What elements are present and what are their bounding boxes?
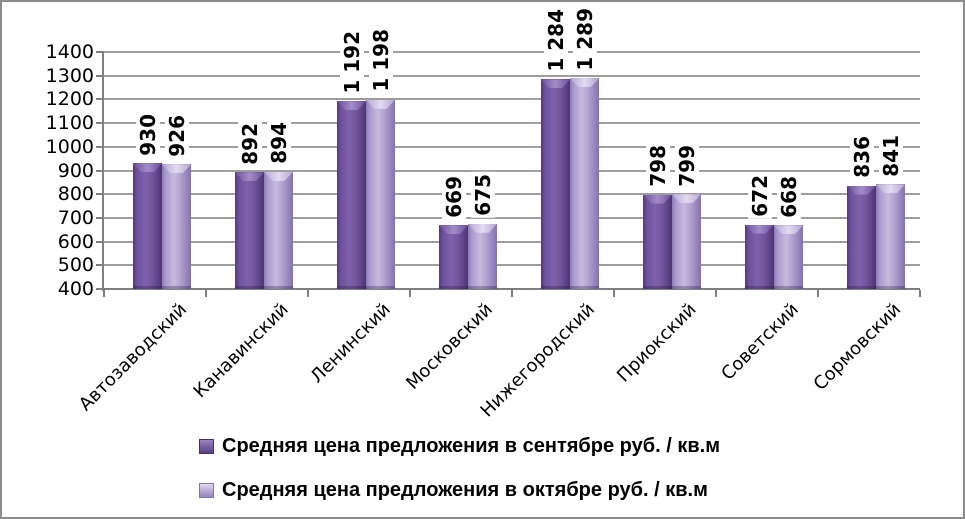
y-axis-tick [96,51,104,53]
bar-october [570,78,599,289]
bar-september [133,163,162,289]
bar-october [468,223,497,290]
category-label: Сормовский [809,299,905,395]
bar-october [264,171,293,290]
bar-value-label: 669 [441,173,466,220]
x-axis-tick [205,290,207,297]
y-axis-label: 800 [57,183,94,206]
gridline [104,98,920,101]
y-axis-tick [96,74,104,77]
x-axis-tick [715,290,717,297]
y-axis-label: 600 [57,230,94,253]
bar-value-label: 675 [470,172,495,218]
legend-label: Средняя цена предложения в сентябре руб.… [222,434,720,457]
y-axis-tick [96,169,104,172]
y-axis-label: 1000 [45,135,94,158]
bar-value-label: 1 192 [339,28,364,96]
y-axis-label: 500 [57,254,94,277]
bar-september [439,225,468,289]
legend-item: Средняя цена предложения в октябре руб. … [199,478,708,502]
y-axis-tick [96,193,104,196]
y-axis-tick [96,216,104,219]
bar-value-label: 1 198 [368,27,393,94]
legend-item: Средняя цена предложения в сентябре руб.… [199,434,720,458]
y-axis-line [102,52,104,291]
y-axis-tick [96,264,104,267]
bar-october [672,194,701,289]
y-axis-label: 900 [57,159,94,182]
bar-value-label: 926 [164,112,189,159]
category-label: Московский [402,299,497,394]
x-axis-tick [409,290,411,297]
y-axis-label: 700 [57,206,94,229]
bar-value-label: 1 289 [572,5,597,73]
category-label: Нижегородский [476,299,599,422]
category-label: Автозаводский [74,299,191,416]
bar-value-label: 798 [645,142,670,189]
y-axis-tick [96,240,104,243]
bar-value-label: 841 [878,132,903,179]
x-axis-tick [103,290,105,297]
legend-marker-september [199,438,214,454]
bar-value-label: 672 [747,172,772,219]
bar-value-label: 930 [135,111,160,158]
x-axis-tick [919,290,921,297]
legend-marker-october [199,482,214,498]
y-axis-tick [96,98,104,101]
x-axis-tick [511,290,513,297]
y-axis-label: 1100 [45,112,94,135]
gridline [104,74,920,77]
bar-value-label: 799 [674,142,699,189]
bar-september [235,172,264,289]
bar-october [774,225,803,289]
y-axis-tick [96,288,104,290]
bar-october [162,164,191,289]
gridline [104,216,920,219]
category-label: Приокский [613,299,701,387]
bar-october [876,184,905,289]
x-axis-line [102,288,920,290]
gridline [104,240,920,243]
bar-september [745,224,774,290]
bar-value-label: 1 284 [543,6,568,74]
y-axis-tick [96,122,104,125]
x-axis-tick [307,290,309,297]
gridline [104,264,920,267]
bar-value-label: 668 [776,173,801,220]
x-axis-tick [817,290,819,297]
y-axis-label: 1200 [45,88,94,111]
bar-value-label: 892 [237,120,262,167]
bar-september [643,194,672,290]
category-label: Советский [717,299,803,385]
x-axis-tick [613,290,615,297]
gridline [104,193,920,196]
bar-value-label: 894 [266,120,291,166]
gridline [104,122,920,125]
gridline [104,145,920,148]
y-axis-label: 1300 [45,64,94,87]
legend-label: Средняя цена предложения в октябре руб. … [222,478,708,501]
gridline [104,169,920,172]
y-axis-tick [96,145,104,148]
y-axis-label: 400 [57,278,94,300]
category-label: Ленинский [306,299,395,388]
bar-september [337,101,366,289]
y-axis-label: 1400 [45,41,94,63]
gridline [104,51,920,53]
bar-value-label: 836 [849,133,874,180]
bar-october [366,99,395,290]
bar-september [541,79,570,289]
bar-september [847,185,876,290]
category-label: Канавинский [189,299,293,403]
